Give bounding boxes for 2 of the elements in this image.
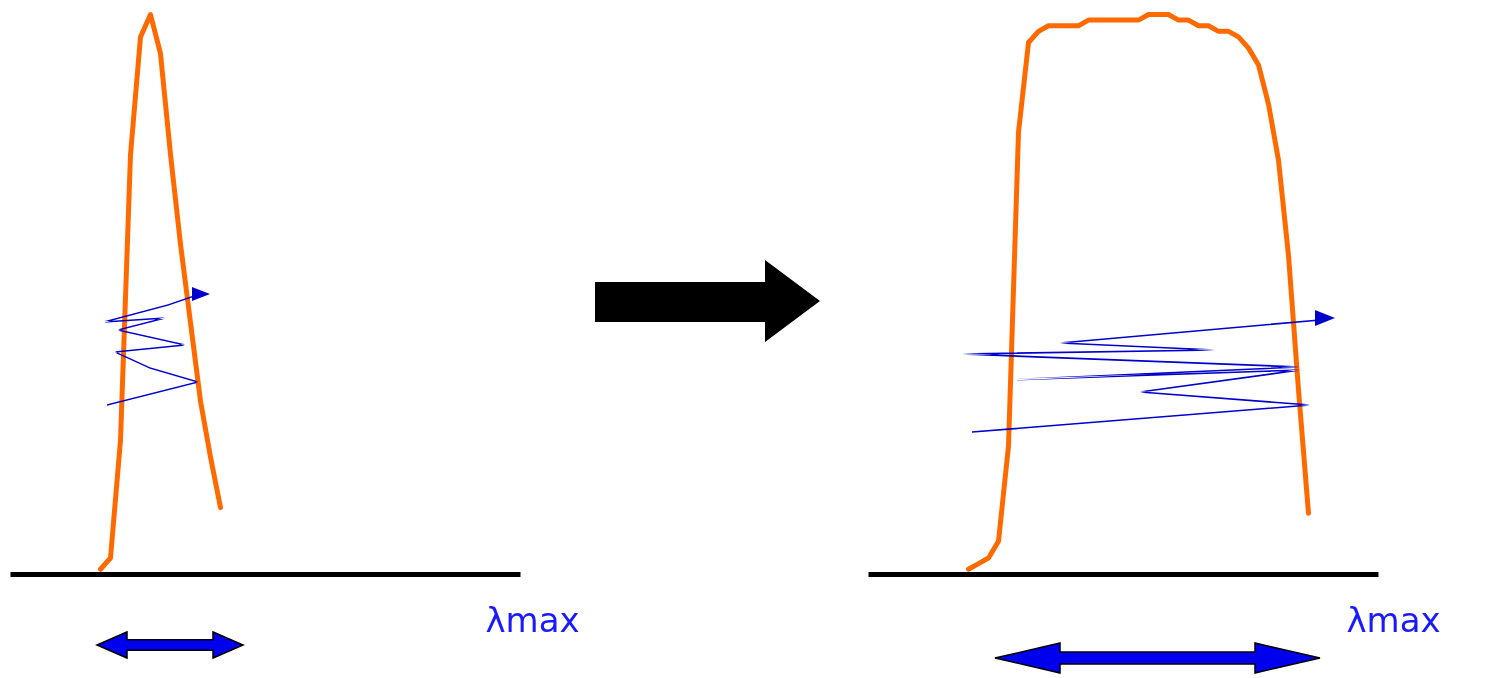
text: λmax xyxy=(1346,600,1441,641)
text: λmax xyxy=(485,600,580,641)
